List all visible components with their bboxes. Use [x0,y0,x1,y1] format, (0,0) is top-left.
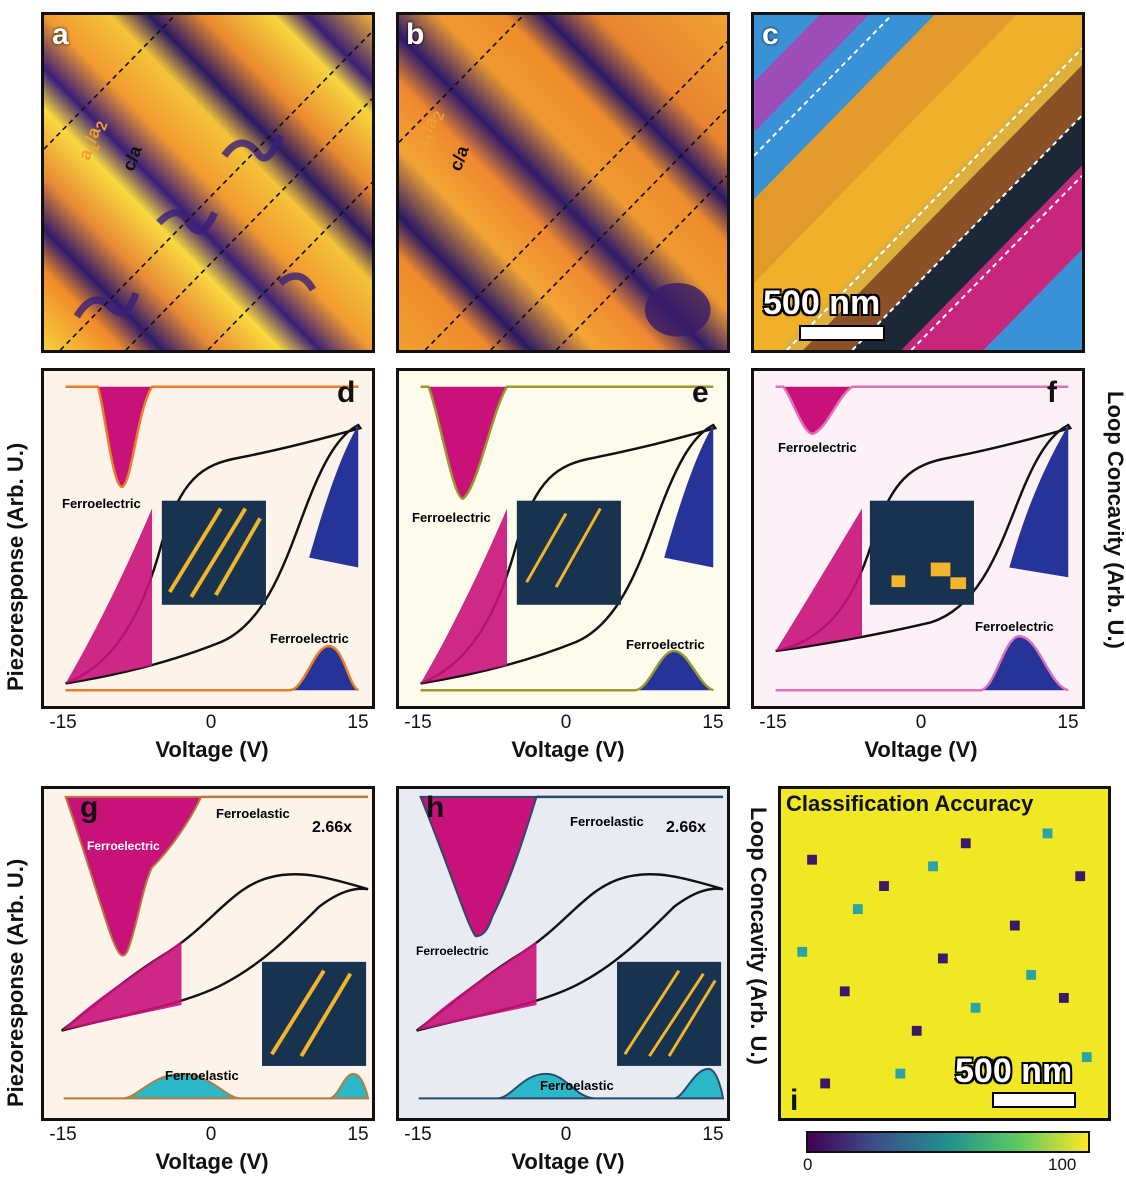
xtick-e-15: 15 [702,712,724,733]
loop-chart-d [65,385,363,692]
colorbar-min: 0 [803,1155,813,1174]
panel-letter-d: d [337,376,356,409]
label-ferroelastic-h-bottom: Ferroelastic [540,1078,614,1093]
label-ferroelastic-g-top: Ferroelastic [216,806,290,821]
xtick-h-15: 15 [702,1124,724,1145]
plot-panel-g [41,786,375,1121]
accuracy-title: Classification Accuracy [786,791,1034,816]
loop-chart-f [775,385,1073,692]
label-ferroelectric-e-top: Ferroelectric [412,510,491,525]
xlabel-e: Voltage (V) [511,737,625,762]
scale-bar-i [992,1092,1076,1108]
label-ferroelectric-d-top: Ferroelectric [62,496,141,511]
xtick-h-neg15: -15 [404,1124,432,1145]
map-panel-b [396,12,730,353]
panel-letter-c: c [762,18,779,51]
loop-chart-g [60,795,370,1100]
scale-bar-label-i: 500 nm [955,1052,1073,1090]
piezo-map-b [399,15,727,350]
label-ferroelectric-f-top: Ferroelectric [778,440,857,455]
xlabel-f: Voltage (V) [864,737,978,762]
scale-bar-label-c: 500 nm [763,284,881,322]
label-ferroelectric-d-bottom: Ferroelectric [270,631,349,646]
panel-letter-g: g [80,791,99,824]
cluster-map-c [754,15,1082,350]
xtick-g-15: 15 [347,1124,369,1145]
piezo-map-a [44,15,372,350]
ylabel-left-bottom: Piezoresponse (Arb. U.) [3,858,28,1107]
plot-panel-e [396,368,730,709]
map-panel-a [41,12,375,353]
label-multiplier-g: 2.66x [312,819,353,836]
loop-chart-h [415,795,725,1100]
xtick-d-neg15: -15 [49,712,77,733]
label-ferroelastic-h-top: Ferroelastic [570,814,644,829]
xtick-e-neg15: -15 [404,712,432,733]
xtick-d-15: 15 [347,712,369,733]
panel-letter-e: e [692,376,709,409]
xtick-g-0: 0 [205,1124,217,1145]
label-ferroelastic-g-bottom: Ferroelastic [165,1068,239,1083]
accuracy-map [781,789,1108,1118]
scale-bar-c [799,325,885,341]
panel-letter-i: i [790,1084,799,1117]
ylabel-left-middle: Piezoresponse (Arb. U.) [3,442,28,691]
xtick-d-0: 0 [205,712,217,733]
xlabel-g: Voltage (V) [155,1149,269,1174]
panel-letter-h: h [426,791,445,824]
xtick-h-0: 0 [560,1124,572,1145]
panel-letter-f: f [1047,376,1057,409]
xtick-f-15: 15 [1057,712,1079,733]
label-ferroelectric-g: Ferroelectric [87,839,160,853]
panel-letter-b: b [406,18,425,51]
panel-letter-a: a [52,18,69,51]
xlabel-h: Voltage (V) [511,1149,625,1174]
label-ferroelectric-f-bottom: Ferroelectric [975,619,1054,634]
map-panel-i [778,786,1111,1121]
label-ferroelectric-e-bottom: Ferroelectric [626,637,705,652]
plot-panel-h [396,786,730,1121]
xtick-g-neg15: -15 [49,1124,77,1145]
ylabel-right-middle: Loop Concavity (Arb. U.) [1103,391,1126,649]
loop-chart-e [420,385,718,692]
xlabel-d: Voltage (V) [155,737,269,762]
xtick-e-0: 0 [560,712,572,733]
ylabel-right-bottom: Loop Concavity (Arb. U.) [746,807,771,1065]
map-panel-c [751,12,1085,353]
plot-panel-d [41,368,375,709]
label-ferroelectric-h: Ferroelectric [416,944,489,958]
xtick-f-0: 0 [915,712,927,733]
xtick-f-neg15: -15 [759,712,787,733]
label-multiplier-h: 2.66x [666,819,707,836]
colorbar-max: 100 [1048,1155,1077,1174]
plot-panel-f [751,368,1085,709]
colorbar [806,1131,1090,1153]
